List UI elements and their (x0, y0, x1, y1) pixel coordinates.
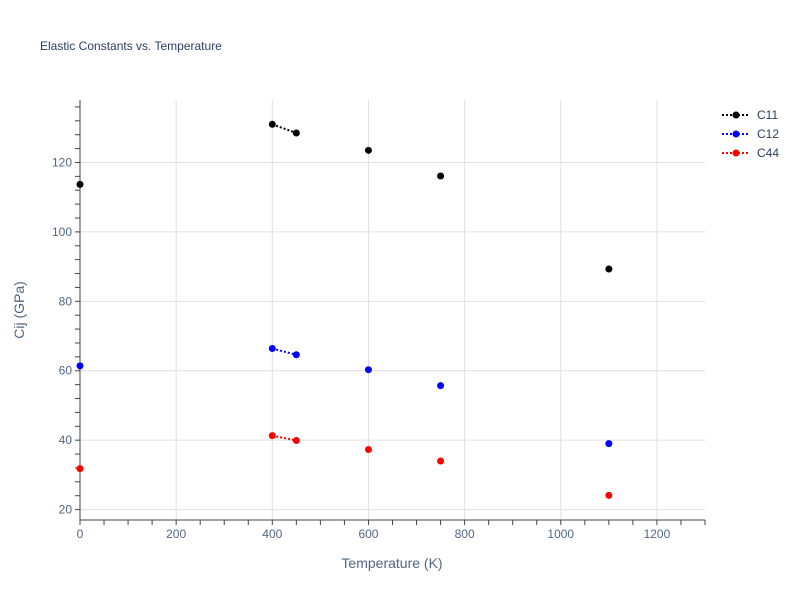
tick-labels: 0 200 400 600 800 1000 1200 20 40 60 80 100 120 (52, 155, 671, 541)
y-tick-label: 80 (59, 294, 73, 308)
series-line-c11 (271, 123, 297, 134)
data-point-c44 (268, 432, 276, 440)
x-tick-label: 1000 (547, 527, 574, 541)
data-point-c11 (76, 180, 84, 188)
x-tick-label: 1200 (644, 527, 671, 541)
legend-item-c11[interactable]: C11 (722, 108, 778, 122)
legend-item-c12[interactable]: C12 (722, 127, 779, 141)
data-point-c12 (437, 382, 445, 390)
data-point-c44 (437, 457, 445, 465)
y-axis-label: Cij (GPa) (11, 281, 27, 339)
plot-area (76, 120, 613, 499)
legend-label: C12 (757, 127, 779, 141)
data-point-c12 (364, 366, 372, 374)
legend-label: C11 (757, 108, 778, 122)
data-point-c11 (437, 172, 445, 180)
legend-marker (732, 111, 740, 119)
data-point-c11 (268, 120, 276, 128)
x-tick-label: 200 (166, 527, 186, 541)
data-point-c11 (364, 146, 372, 154)
x-axis-label: Temperature (K) (341, 555, 442, 571)
legend[interactable]: C11 C12 C44 (722, 108, 779, 160)
data-point-c44 (76, 465, 84, 473)
legend-label: C44 (757, 146, 779, 160)
data-point-c12 (292, 351, 300, 359)
x-tick-label: 0 (77, 527, 84, 541)
x-tick-label: 400 (262, 527, 282, 541)
data-point-c12 (76, 362, 84, 370)
y-tick-label: 20 (59, 503, 73, 517)
series-c44 (76, 432, 613, 499)
y-tick-label: 120 (52, 155, 72, 169)
axes (75, 100, 706, 525)
data-point-c44 (605, 491, 613, 499)
x-tick-label: 600 (358, 527, 378, 541)
legend-item-c44[interactable]: C44 (722, 146, 779, 160)
data-point-c11 (605, 265, 613, 273)
y-tick-label: 40 (59, 433, 73, 447)
series-line-c12 (272, 347, 297, 356)
data-point-c44 (292, 437, 300, 445)
legend-marker (732, 149, 740, 157)
x-tick-label: 800 (455, 527, 475, 541)
data-point-c12 (268, 345, 276, 353)
data-point-c44 (364, 446, 372, 454)
data-point-c11 (292, 129, 300, 137)
chart-title: Elastic Constants vs. Temperature (40, 39, 222, 53)
grid-lines (80, 100, 705, 520)
data-point-c12 (605, 440, 613, 448)
y-tick-label: 60 (59, 364, 73, 378)
series-line-c44 (272, 434, 297, 442)
legend-marker (732, 130, 740, 138)
series-c11 (76, 120, 613, 273)
y-tick-label: 100 (52, 225, 72, 239)
series-c12 (76, 345, 613, 448)
